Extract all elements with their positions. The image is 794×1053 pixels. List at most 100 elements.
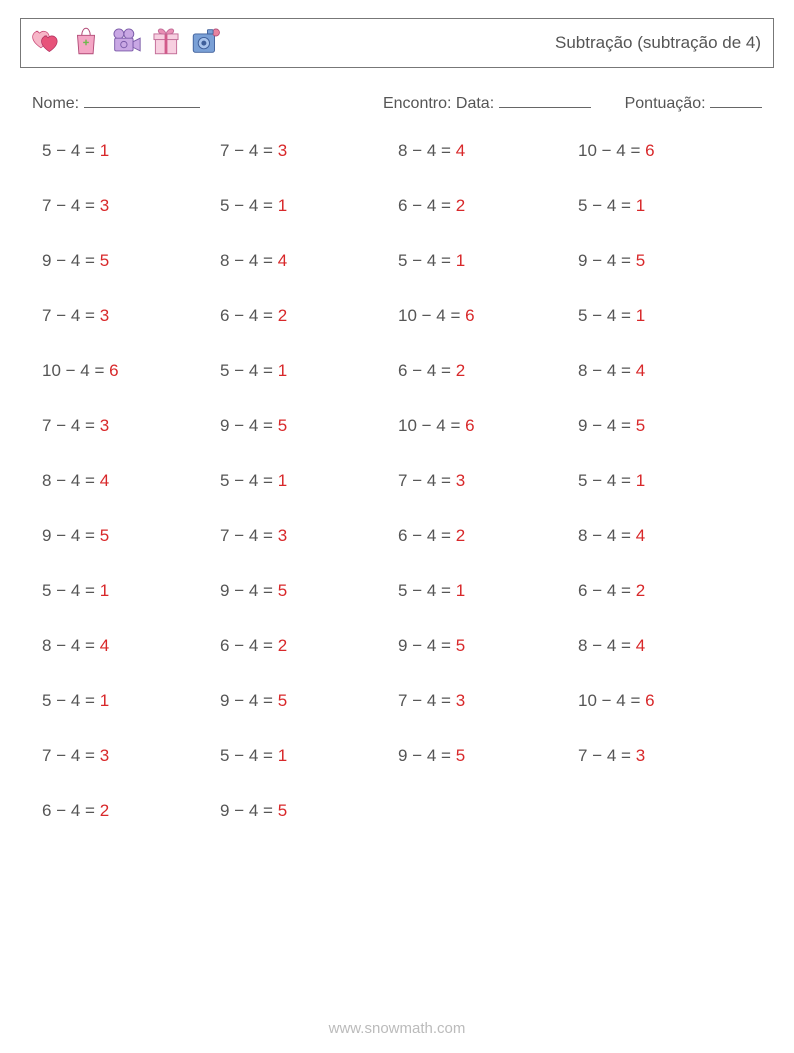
operand-b: 4: [607, 251, 616, 270]
operand-b: 4: [71, 416, 80, 435]
operand-a: 9: [220, 581, 229, 600]
problem-cell: 6 − 4 = 2: [220, 306, 398, 326]
problem-cell: 5 − 4 = 1: [42, 141, 220, 161]
operand-b: 4: [249, 581, 258, 600]
problem-cell: 9 − 4 = 5: [398, 746, 578, 766]
operand-a: 8: [578, 361, 587, 380]
answer: 1: [100, 141, 109, 160]
problem-cell: [398, 801, 578, 821]
operand-b: 4: [249, 636, 258, 655]
operand-a: 7: [398, 691, 407, 710]
operand-a: 9: [398, 746, 407, 765]
answer: 6: [465, 416, 474, 435]
answer: 5: [278, 801, 287, 820]
answer: 1: [278, 361, 287, 380]
answer: 5: [100, 526, 109, 545]
operand-b: 4: [249, 416, 258, 435]
problem-cell: 5 − 4 = 1: [578, 196, 758, 216]
answer: 4: [456, 141, 465, 160]
operand-b: 4: [71, 306, 80, 325]
operand-b: 4: [427, 691, 436, 710]
answer: 1: [278, 471, 287, 490]
operand-a: 9: [578, 251, 587, 270]
operand-b: 4: [71, 691, 80, 710]
answer: 1: [278, 196, 287, 215]
problem-cell: 5 − 4 = 1: [42, 691, 220, 711]
meta-encounter: Encontro: Data:: [383, 90, 591, 113]
operand-b: 4: [249, 196, 258, 215]
answer: 5: [456, 636, 465, 655]
answer: 6: [109, 361, 118, 380]
operand-b: 4: [249, 306, 258, 325]
problem-cell: 7 − 4 = 3: [398, 471, 578, 491]
problem-cell: 9 − 4 = 5: [220, 581, 398, 601]
operand-a: 8: [578, 636, 587, 655]
problem-cell: 6 − 4 = 2: [220, 636, 398, 656]
problem-cell: 5 − 4 = 1: [220, 361, 398, 381]
operand-b: 4: [427, 581, 436, 600]
hearts-icon: [29, 24, 63, 63]
answer: 5: [100, 251, 109, 270]
answer: 3: [100, 306, 109, 325]
answer: 5: [636, 251, 645, 270]
answer: 4: [636, 636, 645, 655]
problem-cell: 7 − 4 = 3: [42, 306, 220, 326]
gift-icon: [149, 24, 183, 63]
answer: 1: [278, 746, 287, 765]
meta-score: Pontuação:: [625, 90, 762, 113]
problem-cell: 5 − 4 = 1: [220, 196, 398, 216]
answer: 2: [456, 361, 465, 380]
problem-cell: 10 − 4 = 6: [398, 306, 578, 326]
operand-b: 4: [607, 471, 616, 490]
problem-cell: 7 − 4 = 3: [578, 746, 758, 766]
problem-cell: 9 − 4 = 5: [578, 416, 758, 436]
answer: 4: [636, 526, 645, 545]
worksheet-page: Subtração (subtração de 4) Nome: Encontr…: [0, 0, 794, 1053]
answer: 4: [636, 361, 645, 380]
problem-cell: 10 − 4 = 6: [398, 416, 578, 436]
meta-name: Nome:: [32, 90, 383, 113]
operand-a: 7: [220, 526, 229, 545]
problem-cell: 9 − 4 = 5: [220, 691, 398, 711]
operand-a: 9: [42, 526, 51, 545]
operand-a: 9: [220, 416, 229, 435]
answer: 4: [278, 251, 287, 270]
operand-b: 4: [436, 306, 445, 325]
name-underline: [84, 90, 200, 108]
operand-b: 4: [616, 141, 625, 160]
answer: 5: [456, 746, 465, 765]
problem-cell: [578, 801, 758, 821]
operand-b: 4: [607, 746, 616, 765]
operand-b: 4: [249, 746, 258, 765]
operand-b: 4: [71, 141, 80, 160]
problem-cell: 10 − 4 = 6: [578, 691, 758, 711]
operand-a: 5: [220, 746, 229, 765]
problem-cell: 8 − 4 = 4: [578, 361, 758, 381]
problem-cell: 7 − 4 = 3: [220, 526, 398, 546]
operand-b: 4: [427, 526, 436, 545]
operand-b: 4: [71, 526, 80, 545]
operand-b: 4: [427, 251, 436, 270]
answer: 1: [636, 196, 645, 215]
answer: 2: [278, 306, 287, 325]
problem-cell: 7 − 4 = 3: [42, 746, 220, 766]
answer: 3: [100, 746, 109, 765]
operand-b: 4: [607, 581, 616, 600]
operand-b: 4: [427, 196, 436, 215]
header-box: Subtração (subtração de 4): [20, 18, 774, 68]
encounter-label: Encontro: Data:: [383, 95, 494, 112]
problem-cell: 8 − 4 = 4: [578, 526, 758, 546]
answer: 4: [100, 636, 109, 655]
operand-b: 4: [71, 581, 80, 600]
operand-a: 8: [578, 526, 587, 545]
answer: 3: [278, 526, 287, 545]
problem-cell: 6 − 4 = 2: [398, 196, 578, 216]
answer: 2: [278, 636, 287, 655]
operand-a: 9: [220, 801, 229, 820]
operand-a: 6: [220, 636, 229, 655]
problem-cell: 6 − 4 = 2: [42, 801, 220, 821]
problem-cell: 9 − 4 = 5: [42, 251, 220, 271]
answer: 1: [456, 581, 465, 600]
operand-a: 6: [398, 361, 407, 380]
operand-b: 4: [427, 471, 436, 490]
